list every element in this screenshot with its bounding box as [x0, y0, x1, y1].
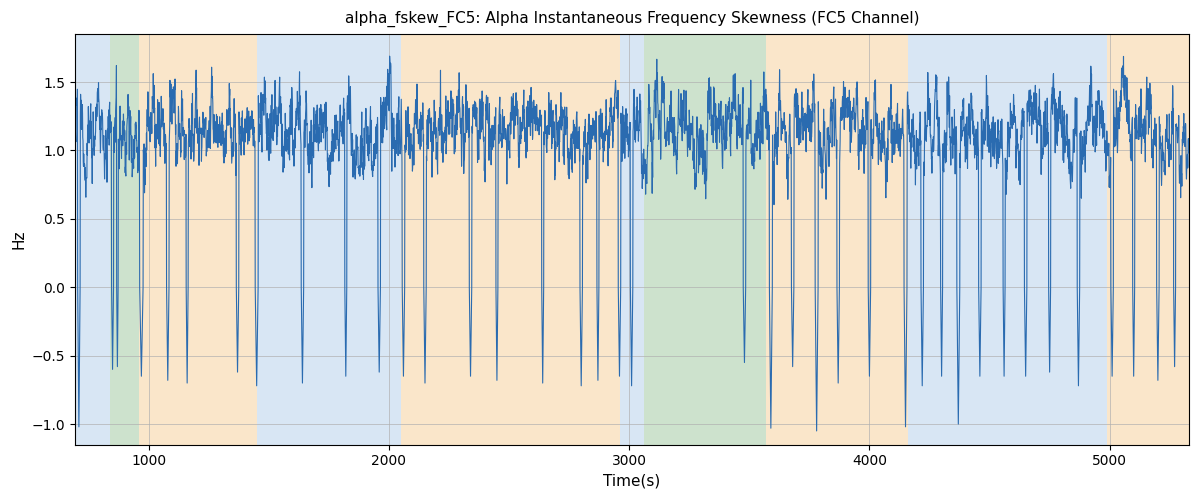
Bar: [1108, 34, 1189, 444]
Title: alpha_fskew_FC5: Alpha Instantaneous Frequency Skewness (FC5 Channel): alpha_fskew_FC5: Alpha Instantaneous Fre…: [344, 11, 919, 28]
X-axis label: Time(s): Time(s): [604, 474, 660, 489]
Bar: [766, 34, 908, 444]
Bar: [908, 34, 1108, 444]
Bar: [643, 34, 766, 444]
Bar: [619, 34, 643, 444]
Bar: [139, 34, 257, 444]
Y-axis label: Hz: Hz: [11, 230, 26, 249]
Bar: [257, 34, 401, 444]
Bar: [76, 34, 110, 444]
Bar: [110, 34, 139, 444]
Bar: [401, 34, 619, 444]
